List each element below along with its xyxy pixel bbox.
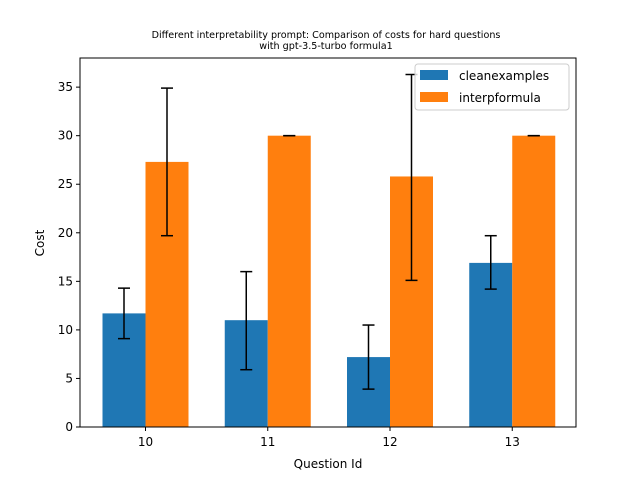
error-bars-group xyxy=(118,73,540,390)
plot-frame xyxy=(79,57,577,428)
x-axis: 10 11 12 13 xyxy=(138,427,520,449)
bar-interpformula-11 xyxy=(267,135,311,427)
y-tick-label-20: 20 xyxy=(58,226,73,240)
error-bar-interpformula-10 xyxy=(161,87,173,237)
legend-swatch-interpformula xyxy=(420,92,448,102)
y-tick-label-25: 25 xyxy=(58,177,73,191)
error-bar-cleanexamples-11 xyxy=(240,270,253,371)
error-bar-cleanexamples-13 xyxy=(484,234,497,290)
y-tick-label-0: 0 xyxy=(65,420,73,434)
bars-group xyxy=(102,135,556,427)
x-tick-label-12: 12 xyxy=(382,435,397,449)
chart-title-line2: with gpt-3.5-turbo formula1 xyxy=(259,41,392,52)
y-axis-label: Cost xyxy=(33,229,47,256)
chart-title-line1: Different interpretability prompt: Compa… xyxy=(152,30,501,41)
y-tick-label-35: 35 xyxy=(58,80,73,94)
legend-label-interpformula: interpformula xyxy=(459,91,541,105)
x-tick-label-10: 10 xyxy=(138,435,153,449)
y-axis: 0 5 10 15 20 25 30 35 xyxy=(58,80,80,434)
bar-cleanexamples-13 xyxy=(469,262,513,427)
x-tick-label-11: 11 xyxy=(260,435,275,449)
y-tick-label-30: 30 xyxy=(58,129,73,143)
error-bar-cleanexamples-10 xyxy=(118,287,130,340)
y-tick-label-15: 15 xyxy=(58,274,73,288)
bar-interpformula-13 xyxy=(512,135,556,427)
y-tick-label-5: 5 xyxy=(65,371,73,385)
x-axis-label: Question Id xyxy=(294,457,363,471)
legend-label-cleanexamples: cleanexamples xyxy=(459,69,549,83)
legend: cleanexamples interpformula xyxy=(414,63,570,111)
legend-swatch-cleanexamples xyxy=(420,70,448,80)
error-bar-cleanexamples-12 xyxy=(362,324,375,390)
x-tick-label-13: 13 xyxy=(505,435,520,449)
y-tick-label-10: 10 xyxy=(58,323,73,337)
legend-box xyxy=(414,63,570,111)
